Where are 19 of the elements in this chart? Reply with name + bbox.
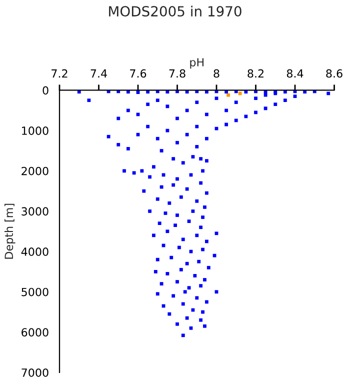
chart-title: MODS2005 in 1970 xyxy=(109,6,242,17)
y-tick-label: 1000 xyxy=(22,126,48,135)
y-tick-label: 2000 xyxy=(22,166,48,176)
x-tick-label: 7.4 xyxy=(90,69,107,78)
x-tick-label: 7.8 xyxy=(169,69,186,78)
x-tick-label: 7.6 xyxy=(130,69,146,78)
x-tick-label: 8 xyxy=(214,69,220,78)
y-tick-label: 7000 xyxy=(22,368,48,377)
x-tick-label: 8.4 xyxy=(286,69,304,78)
y-tick-label: 5000 xyxy=(22,288,48,296)
y-tick-label: 3000 xyxy=(22,207,48,216)
y-tick-label: 6000 xyxy=(22,328,48,337)
x-tick-label: 8.2 xyxy=(248,69,264,78)
x-tick-label: 7.2 xyxy=(52,69,68,78)
y-tick-label: 4000 xyxy=(21,247,48,256)
x-tick-label: 8.6 xyxy=(326,69,342,78)
y-tick-label: 0 xyxy=(42,86,48,95)
x-axis-title: pH xyxy=(190,58,204,69)
y-axis-title: Depth [m] xyxy=(4,204,16,259)
